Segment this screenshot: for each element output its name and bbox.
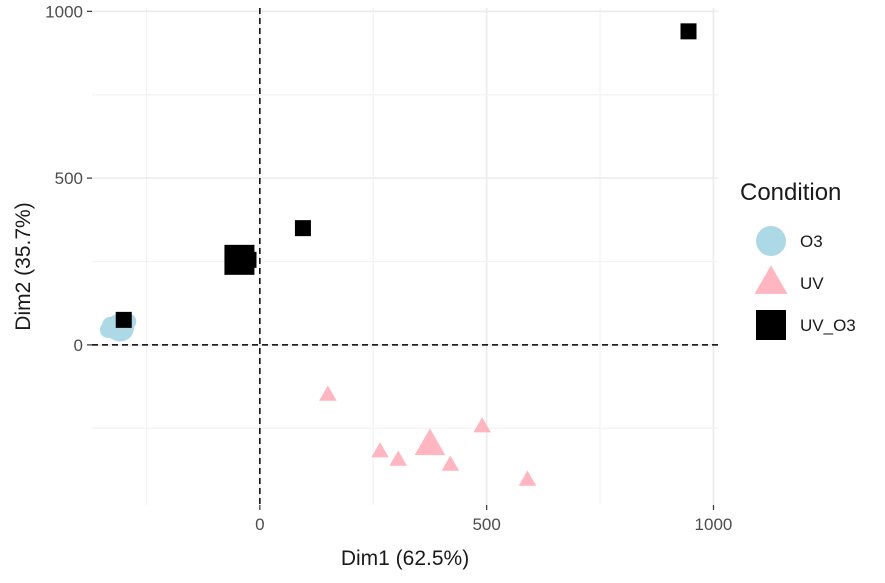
- y-axis-title: Dim2 (35.7%): [12, 202, 35, 330]
- y-tick-label: 1000: [45, 2, 83, 21]
- x-axis-title: Dim1 (62.5%): [341, 547, 469, 570]
- legend-label-uv: UV: [800, 274, 824, 293]
- data-point-uv: [441, 455, 460, 471]
- centroid-point-uv-o3: [224, 244, 255, 275]
- legend-key-uv: [754, 265, 788, 294]
- data-point-uv-o3: [680, 23, 697, 40]
- data-point-uv-o3: [115, 311, 132, 328]
- legend-key-uv-o3: [756, 310, 786, 340]
- legend-key-o3: [756, 226, 786, 256]
- series-uv-o3: [115, 23, 697, 328]
- data-point-uv: [473, 417, 491, 433]
- data-point-uv: [319, 385, 337, 401]
- data-point-uv: [371, 442, 389, 458]
- axis-ticks: 0 500 1000 0 500 1000: [45, 2, 732, 534]
- reference-lines: [92, 8, 718, 505]
- y-tick-label: 0: [74, 336, 83, 355]
- legend-label-o3: O3: [800, 232, 823, 251]
- legend-title: Condition: [740, 179, 841, 206]
- x-tick-label: 1000: [695, 515, 733, 534]
- legend: Condition O3 UV UV_O3: [740, 179, 856, 340]
- grid: [92, 8, 718, 505]
- centroid-point-uv: [414, 428, 446, 456]
- data-points: [99, 23, 697, 486]
- legend-label-uv-o3: UV_O3: [800, 316, 856, 335]
- x-tick-label: 0: [255, 515, 264, 534]
- x-tick-label: 500: [472, 515, 500, 534]
- data-point-uv: [518, 470, 537, 486]
- series-uv: [319, 385, 537, 486]
- data-point-uv-o3: [294, 220, 311, 237]
- data-point-uv: [389, 450, 407, 466]
- y-tick-label: 500: [55, 169, 83, 188]
